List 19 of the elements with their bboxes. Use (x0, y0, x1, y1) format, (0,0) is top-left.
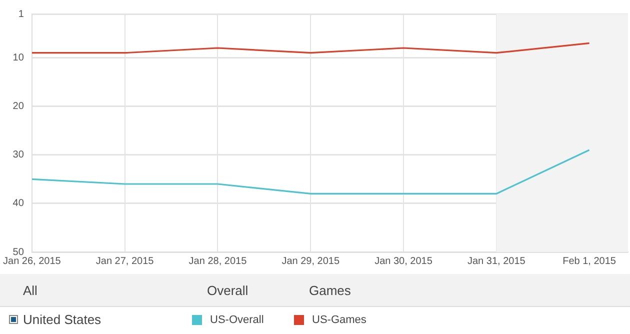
y-tick-label: 40 (12, 198, 24, 210)
y-tick-label: 20 (12, 101, 24, 112)
x-tick-label: Jan 29, 2015 (282, 256, 340, 267)
y-tick-label: 10 (12, 52, 24, 64)
legend-label: US-Overall (210, 314, 264, 326)
text: United States (23, 312, 102, 327)
x-tick-label: Jan 31, 2015 (467, 256, 526, 267)
y-tick-label: 1 (18, 8, 24, 20)
y-tick-label: 30 (12, 150, 24, 161)
x-tick-label: Jan 26, 2015 (3, 256, 62, 267)
x-tick-label: Jan 30, 2015 (374, 256, 433, 267)
y-tick-label: 50 (12, 246, 24, 258)
legend-label: US-Games (312, 314, 366, 326)
x-tick-label: Jan 27, 2015 (96, 256, 154, 267)
x-tick-label: Feb 1, 2015 (562, 256, 616, 267)
text: Games (309, 283, 351, 298)
text: Overall (207, 283, 248, 298)
x-tick-label: Jan 28, 2015 (188, 256, 248, 267)
text: All (23, 283, 38, 298)
